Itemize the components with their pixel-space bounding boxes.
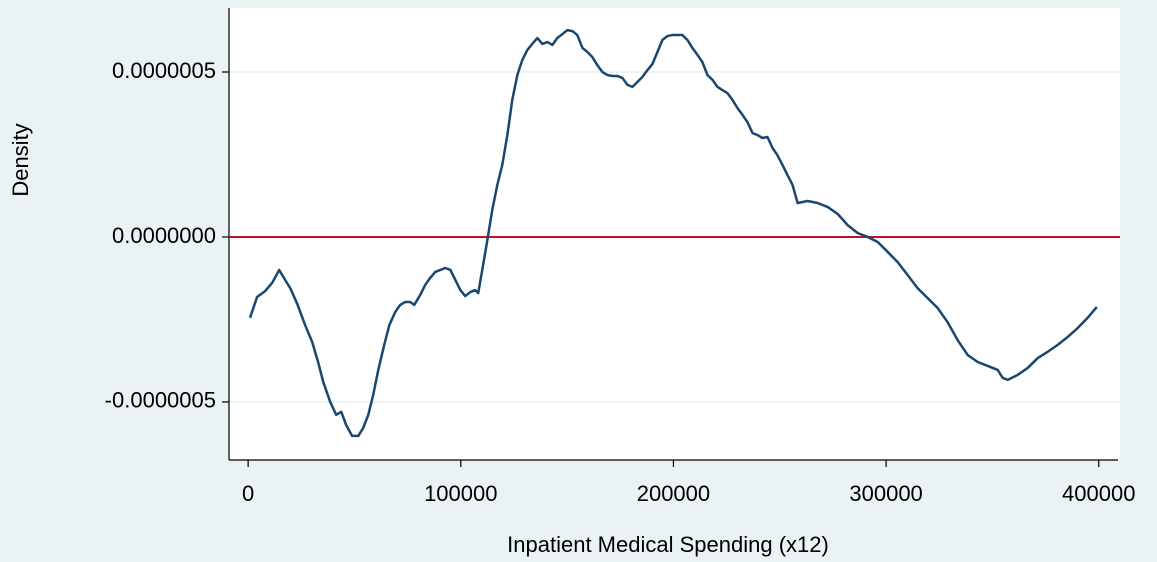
x-tick-label: 400000	[1062, 481, 1135, 506]
x-tick-label: 300000	[849, 481, 922, 506]
y-axis-label: Density	[8, 123, 33, 196]
x-tick-label: 200000	[637, 481, 710, 506]
plot-area	[229, 8, 1120, 460]
data-line	[248, 28, 1098, 438]
y-tick-label: 0.0000000	[112, 223, 216, 248]
x-tick-label: 0	[242, 481, 254, 506]
x-tick-label: 100000	[424, 481, 497, 506]
x-axis-label: Inpatient Medical Spending (x12)	[507, 532, 829, 557]
y-tick-label: 0.0000005	[112, 58, 216, 83]
y-tick-label: -0.0000005	[105, 388, 216, 413]
